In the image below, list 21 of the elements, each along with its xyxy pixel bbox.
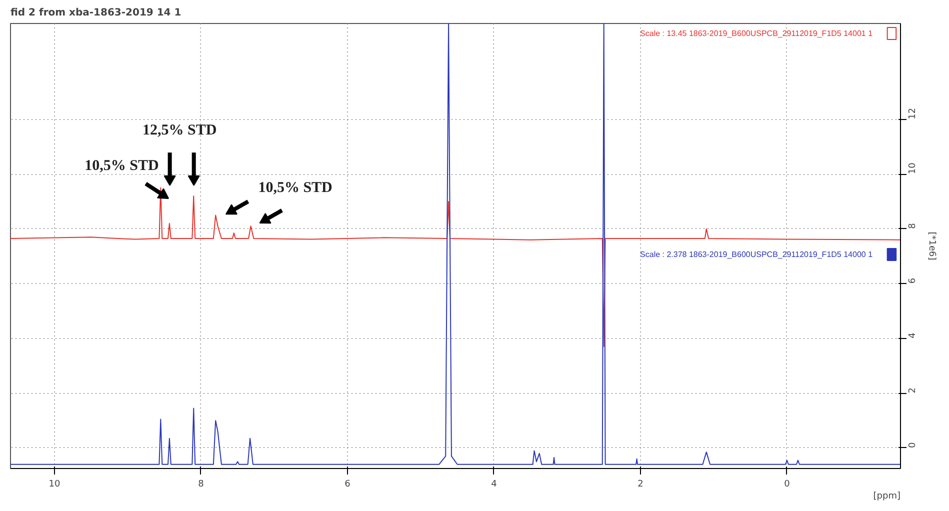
annotation: 12,5% STD bbox=[142, 122, 217, 138]
x-tick-label: 0 bbox=[784, 480, 790, 490]
x-axis-title: [ppm] bbox=[873, 492, 901, 502]
y-tick-label: 8 bbox=[908, 222, 918, 229]
legend-label: Scale : 13.45 1863-2019_B600USPCB_29112019_F1D5 14001 1 bbox=[640, 29, 874, 38]
chart-title: fid 2 from xba-1863-2019 14 1 bbox=[10, 8, 182, 18]
x-tick-label: 8 bbox=[198, 480, 204, 490]
y-tick-label: 10 bbox=[908, 162, 918, 174]
y-tick-label: 12 bbox=[908, 108, 918, 120]
y-tick-label: 6 bbox=[908, 278, 918, 284]
y-axis-title: [*1e6] bbox=[926, 232, 936, 260]
legend-label: Scale : 2.378 1863-2019_B600USPCB_29112019_F1D5 14000 1 bbox=[640, 250, 874, 259]
x-tick-label: 4 bbox=[491, 480, 498, 490]
x-tick-label: 2 bbox=[638, 480, 644, 490]
y-tick-label: 2 bbox=[908, 387, 918, 394]
annotation: 10,5% STD bbox=[258, 180, 333, 196]
x-tick-label: 6 bbox=[344, 480, 351, 490]
y-tick-label: 4 bbox=[908, 332, 918, 338]
y-tick-label: 0 bbox=[908, 442, 918, 448]
x-tick-label: 10 bbox=[48, 480, 60, 490]
annotation: 10,5% STD bbox=[84, 158, 160, 174]
